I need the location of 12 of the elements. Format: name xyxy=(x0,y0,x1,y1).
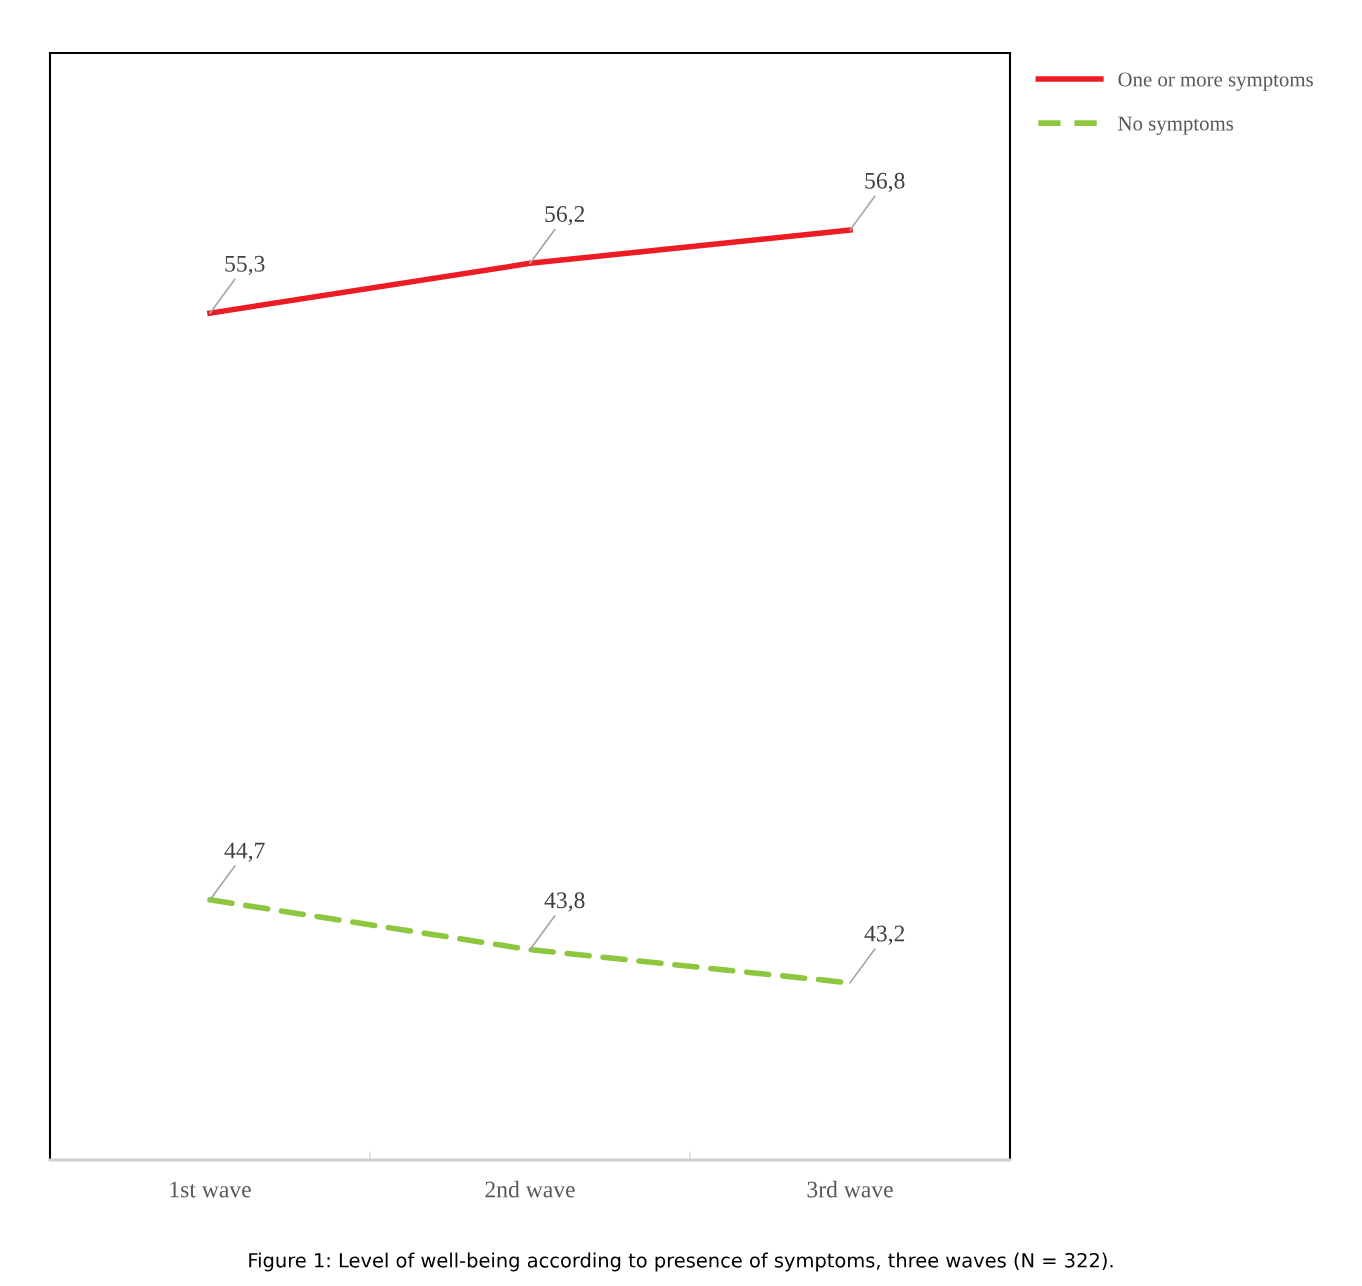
data-label: 56,2 xyxy=(545,206,585,226)
x-tick-label: 3rd wave xyxy=(807,1180,893,1198)
data-label: 55,3 xyxy=(225,255,265,276)
data-label: 43,8 xyxy=(544,892,585,912)
data-label: 56,8 xyxy=(865,172,905,193)
x-tick-label: 1st wave xyxy=(170,1181,251,1198)
data-label: 44,7 xyxy=(224,842,265,862)
data-label: 43,2 xyxy=(864,925,905,945)
legend-label: One or more symptoms xyxy=(1118,72,1313,91)
x-tick-label: 2nd wave xyxy=(485,1180,575,1198)
legend-label: No symptoms xyxy=(1118,116,1234,135)
caption: Figure 1: Level of well-being according to presence of symptoms, three waves (N = 322). xyxy=(249,1252,1113,1272)
